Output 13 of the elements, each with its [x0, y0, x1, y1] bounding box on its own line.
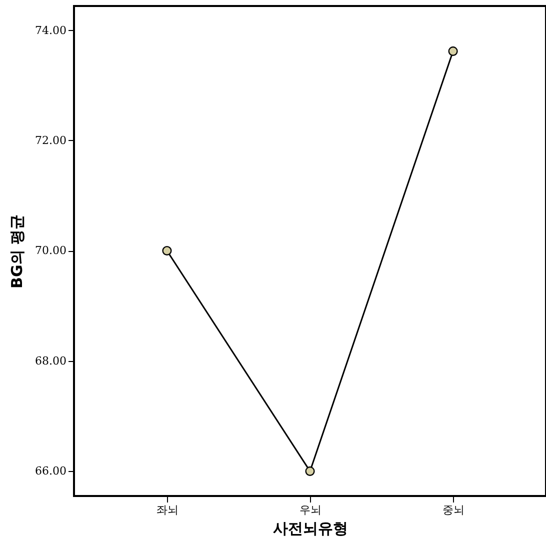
x-tick-label: 좌뇌	[156, 504, 178, 516]
x-tick-label: 우뇌	[300, 504, 322, 516]
y-tick-label: 74.00	[35, 24, 66, 37]
x-tick-label: 중뇌	[442, 504, 465, 516]
point	[448, 46, 458, 56]
point	[305, 466, 315, 476]
x-axis-title: 사전뇌유형	[273, 520, 348, 538]
y-tick-label: 70.00	[35, 244, 66, 258]
y-tick-label: 66.00	[35, 464, 66, 478]
y-tick-label: 72.00	[35, 134, 66, 147]
y-axis-title: BG의 평균	[8, 214, 26, 288]
point	[162, 246, 172, 256]
y-tick-label: 68.00	[35, 354, 66, 368]
